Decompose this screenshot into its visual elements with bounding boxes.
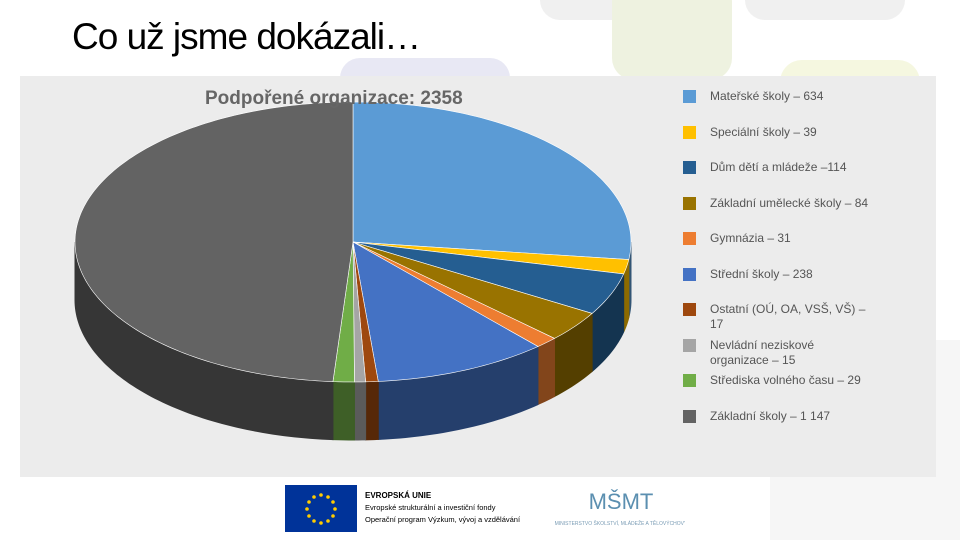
slice-side: [365, 380, 379, 441]
legend-swatch: [683, 232, 696, 245]
pie-slice: [74, 101, 354, 382]
legend-swatch: [683, 161, 696, 174]
pie-chart: [74, 101, 632, 441]
legend-swatch: [683, 267, 696, 281]
eu-text: Evropské strukturální a investiční fondy: [365, 503, 496, 512]
legend-label: Gymnázia – 31: [710, 231, 791, 245]
legend-label: Ostatní (OÚ, OA, VSŠ, VŠ) – 17: [710, 302, 866, 331]
slide-title: Co už jsme dokázali…: [72, 16, 421, 57]
legend-item: Nevládní neziskové organizace – 15: [683, 338, 883, 374]
pie-slice: [352, 241, 593, 339]
legend-item: Střední školy – 238: [683, 267, 883, 303]
legend-swatch: [683, 303, 696, 316]
legend-item: Základní školy – 1 147: [683, 409, 883, 445]
legend-label: Střední školy – 238: [710, 266, 813, 281]
legend-swatch: [683, 409, 696, 423]
legend-swatch: [683, 125, 696, 139]
legend-swatch: [683, 90, 696, 103]
legend-item: Speciální školy – 39: [683, 125, 883, 161]
eu-stars: [305, 493, 337, 525]
legend-item: Ostatní (OÚ, OA, VSŠ, VŠ) – 17: [683, 302, 883, 338]
footer-logos: EVROPSKÁ UNIE Evropské strukturální a in…: [285, 485, 685, 532]
legend-swatch: [683, 374, 696, 387]
legend-label: Nevládní neziskové organizace – 15: [710, 337, 815, 367]
pie-slice: [352, 241, 625, 314]
decoration: [612, 0, 732, 80]
msmt-logo: MŠMT: [589, 489, 654, 514]
legend-swatch: [683, 196, 696, 210]
legend-label: Mateřské školy – 634: [710, 89, 824, 103]
pie-slice: [352, 101, 632, 260]
legend-label: Základní školy – 1 147: [710, 408, 831, 423]
slice-side: [332, 381, 355, 441]
legend-label: Speciální školy – 39: [710, 124, 817, 139]
legend-swatch: [683, 338, 696, 352]
eu-text: Operační program Výzkum, vývoj a vzděláv…: [365, 515, 521, 524]
decoration: [745, 0, 905, 20]
legend-item: Gymnázia – 31: [683, 231, 883, 267]
legend-label: Dům dětí a mládeže –114: [710, 160, 847, 174]
msmt-text: MINISTERSTVO ŠKOLSTVÍ, MLÁDEŽE A TĚLOVÝC…: [555, 519, 685, 527]
pie-slice: [352, 241, 539, 382]
legend-item: Mateřské školy – 634: [683, 89, 883, 125]
slice-side: [537, 337, 556, 406]
legend-item: Střediska volného času – 29: [683, 373, 883, 409]
legend-label: Střediska volného času – 29: [710, 373, 861, 387]
slice-side: [353, 381, 367, 441]
legend-label: Základní umělecké školy – 84: [710, 195, 869, 210]
legend: Mateřské školy – 634 Speciální školy – 39…: [683, 89, 883, 444]
eu-title: EVROPSKÁ UNIE: [365, 491, 432, 500]
eu-flag: [285, 485, 357, 532]
legend-item: Základní umělecké školy – 84: [683, 196, 883, 232]
pie-slice: [352, 241, 556, 347]
legend-item: Dům dětí a mládeže –114: [683, 160, 883, 196]
chart-title: Podpořené organizace: 2358: [205, 88, 463, 109]
